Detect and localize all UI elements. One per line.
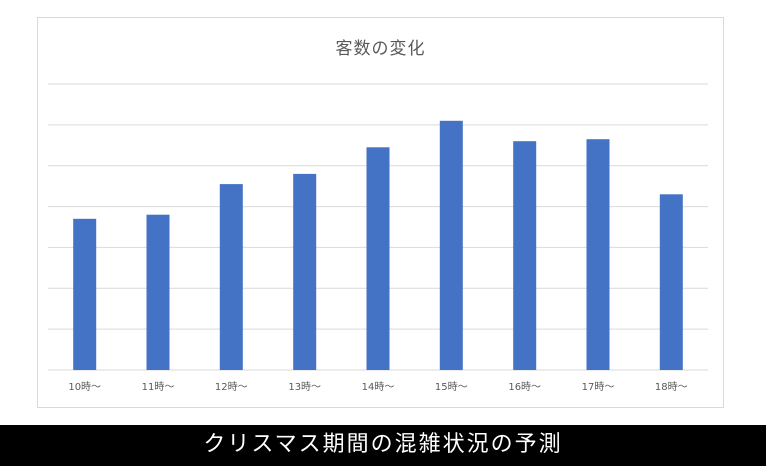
x-tick-label: 10時〜: [68, 381, 101, 393]
bar-3: [219, 184, 243, 370]
chart-plot: 10時〜 11時〜 12時〜 13時〜 14時〜 15時〜 16時〜 17時〜 18時〜: [48, 83, 708, 393]
x-tick-label: 13時〜: [288, 381, 321, 393]
bar-5: [366, 147, 390, 370]
bar-2: [146, 214, 170, 370]
bar-4: [293, 173, 317, 370]
chart-area: 客数の変化 10時〜 11時〜 12時〜 13時〜 14時〜 15時〜 16時〜 17時〜 18…: [37, 17, 724, 408]
bar-6: [439, 120, 463, 370]
caption-banner: クリスマス期間の混雑状況の予測: [0, 425, 766, 466]
x-tick-label: 12時〜: [215, 381, 248, 393]
x-tick-label: 15時〜: [435, 381, 468, 393]
bar-7: [513, 141, 537, 370]
x-tick-label: 14時〜: [362, 381, 395, 393]
bar-1: [73, 218, 97, 370]
bar-8: [586, 139, 610, 370]
chart-title: 客数の変化: [335, 39, 426, 59]
x-tick-label: 18時〜: [655, 381, 688, 393]
x-tick-label: 17時〜: [582, 381, 615, 393]
x-tick-label: 11時〜: [142, 381, 175, 393]
x-tick-label: 16時〜: [508, 381, 541, 393]
bar-9: [659, 194, 683, 370]
